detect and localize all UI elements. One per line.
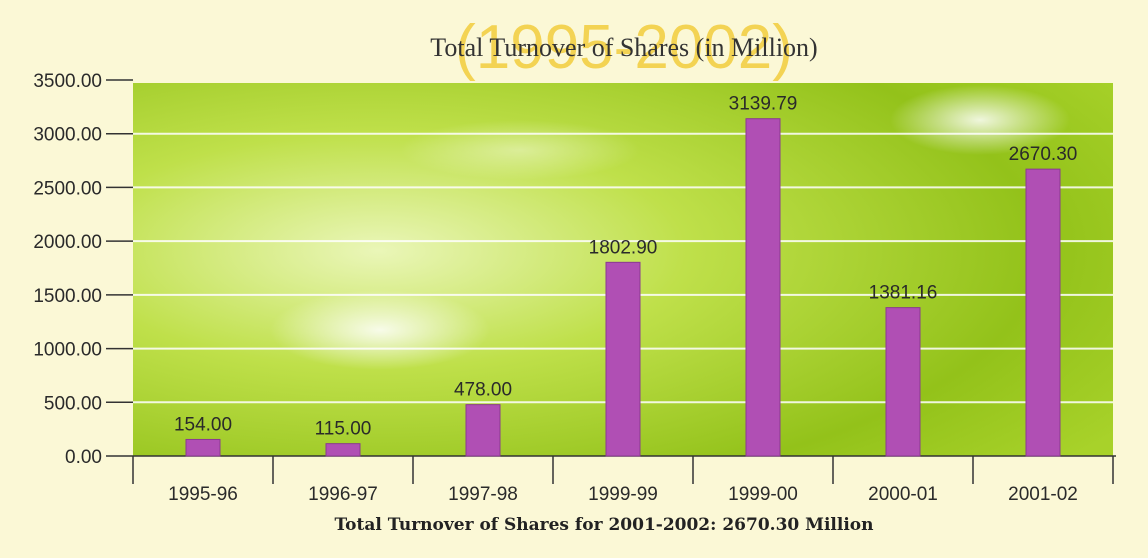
y-tick-label: 1500.00 xyxy=(33,286,102,307)
background-glow xyxy=(270,290,490,370)
x-tick-label: 1995-96 xyxy=(168,484,238,505)
background-glow xyxy=(890,85,1070,155)
y-tick-label: 0.00 xyxy=(65,447,102,468)
x-tick-label: 1996-97 xyxy=(308,484,378,505)
background-glow xyxy=(400,120,640,180)
data-label: 154.00 xyxy=(174,414,232,435)
x-tick-label: 2001-02 xyxy=(1008,484,1078,505)
x-tick-label: 1997-98 xyxy=(448,484,518,505)
bar-1997-98 xyxy=(465,404,501,457)
bar-layer xyxy=(185,118,1061,457)
chart-title: Total Turnover of Shares (in Million) xyxy=(430,33,817,62)
bar-2000-01 xyxy=(885,307,921,457)
bar-1999-00 xyxy=(745,118,781,457)
data-label: 1381.16 xyxy=(869,283,938,304)
bar-1996-97 xyxy=(325,443,361,457)
data-label: 2670.30 xyxy=(1009,144,1078,165)
y-tick-label: 3000.00 xyxy=(33,125,102,146)
y-tick-label: 2500.00 xyxy=(33,178,102,199)
data-label: 3139.79 xyxy=(729,94,798,115)
x-tick-label: 2000-01 xyxy=(868,484,938,505)
bar-2001-02 xyxy=(1025,168,1061,457)
y-tick-label: 2000.00 xyxy=(33,232,102,253)
overlay-title: (1995-2002) xyxy=(455,13,793,82)
x-tick-label: 1999-00 xyxy=(728,484,798,505)
bar-1995-96 xyxy=(185,438,221,457)
y-tick-label: 500.00 xyxy=(44,393,102,414)
axis-layer: 0.00 500.00 1000.00 1500.00 2000.00 2500.00 30… xyxy=(33,71,1116,484)
label-layer: 154.00 1995-96 115.00 1996-97 478.00 1997-98 1… xyxy=(168,94,1078,505)
data-label: 115.00 xyxy=(315,419,372,440)
y-tick-label: 3500.00 xyxy=(33,71,102,92)
y-tick-label: 1000.00 xyxy=(33,340,102,361)
bar-1999-99 xyxy=(605,261,641,457)
chart-caption: Total Turnover of Shares for 2001-2002: … xyxy=(334,515,873,535)
data-label: 478.00 xyxy=(454,380,512,401)
data-label: 1802.90 xyxy=(589,237,658,258)
x-tick-label: 1999-99 xyxy=(588,484,658,505)
